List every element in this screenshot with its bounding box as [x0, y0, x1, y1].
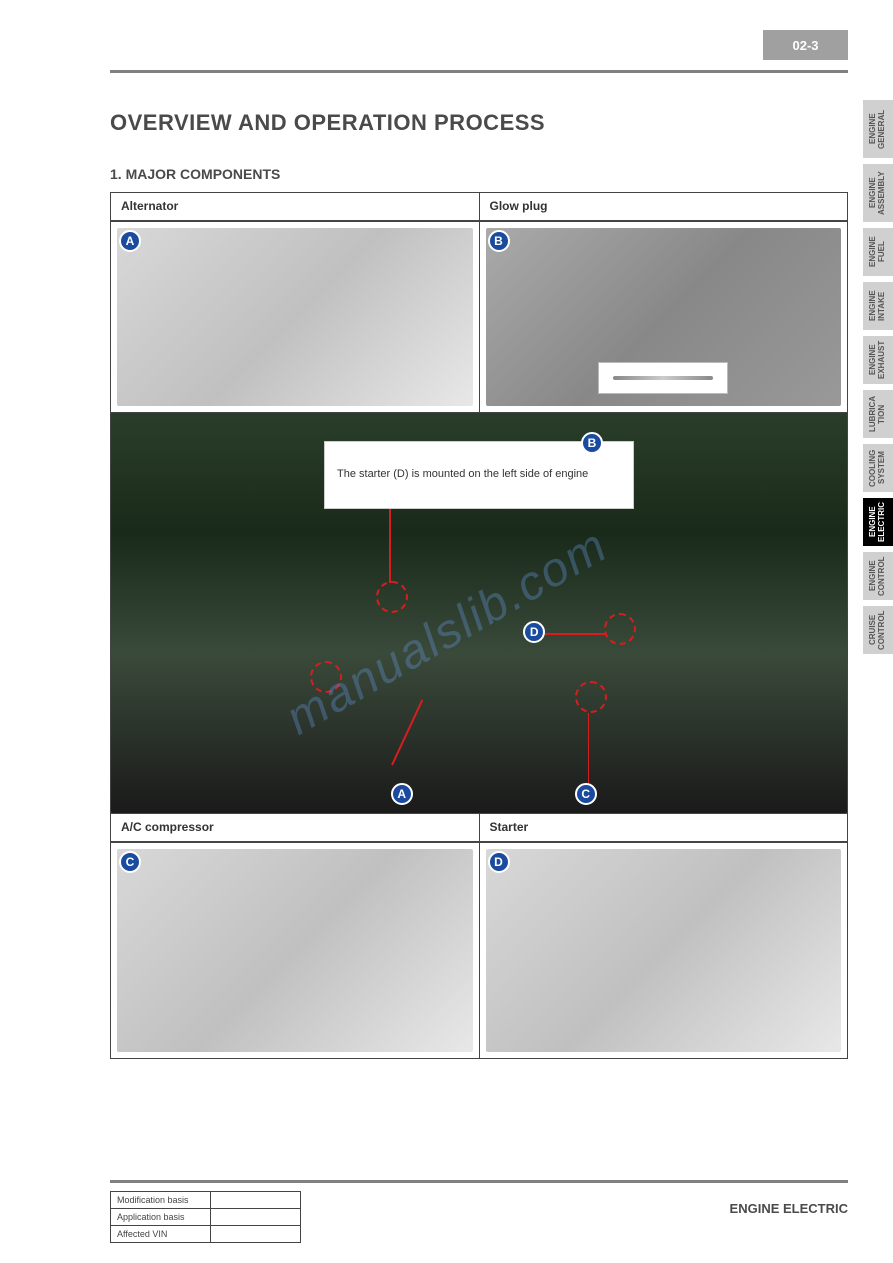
- title-section: OVERVIEW AND OPERATION PROCESS 1. MAJOR …: [110, 110, 848, 182]
- tab-cruise-control[interactable]: CRUISE CONTROL: [863, 606, 893, 654]
- tab-cooling-system[interactable]: COOLING SYSTEM: [863, 444, 893, 492]
- footer-rule: [110, 1180, 848, 1183]
- page-number: 02-3: [763, 30, 848, 60]
- glowplug-icon: [613, 376, 713, 380]
- footer-value: [211, 1226, 301, 1243]
- callout-text: The starter (D) is mounted on the left s…: [337, 467, 588, 482]
- badge-a-icon: A: [119, 230, 141, 252]
- component-diagram-table: Alternator Glow plug A B: [110, 192, 848, 1059]
- page-title: OVERVIEW AND OPERATION PROCESS: [110, 110, 848, 136]
- marker-circle-b: [376, 581, 408, 613]
- marker-circle-c: [575, 681, 607, 713]
- section-label: MAJOR COMPONENTS: [126, 166, 281, 182]
- marker-line-c: [588, 713, 590, 791]
- engine-bay-image: B The starter (D) is mounted on the left…: [111, 413, 847, 813]
- badge-b-icon: B: [488, 230, 510, 252]
- compressor-image: [117, 849, 473, 1052]
- tab-engine-control[interactable]: ENGINE CONTROL: [863, 552, 893, 600]
- alternator-image: [117, 228, 473, 406]
- tab-lubrication[interactable]: LUBRICA TION: [863, 390, 893, 438]
- footer-info-table: Modification basis Application basis Aff…: [110, 1191, 301, 1243]
- tab-engine-fuel[interactable]: ENGINE FUEL: [863, 228, 893, 276]
- table-row: Affected VIN: [111, 1226, 301, 1243]
- cell-header-a: Alternator: [111, 193, 479, 221]
- cell-header-d: Starter: [480, 814, 848, 842]
- tab-engine-exhaust[interactable]: ENGINE EXHAUST: [863, 336, 893, 384]
- section-number: 1.: [110, 166, 122, 182]
- tab-engine-assembly[interactable]: ENGINE ASSEMBLY: [863, 164, 893, 222]
- engine-badge-c-icon: C: [575, 783, 597, 805]
- tab-engine-intake[interactable]: ENGINE INTAKE: [863, 282, 893, 330]
- badge-d-icon: D: [488, 851, 510, 873]
- table-row: Application basis: [111, 1209, 301, 1226]
- tab-engine-general[interactable]: ENGINE GENERAL: [863, 100, 893, 158]
- cell-header-b: Glow plug: [480, 193, 848, 221]
- marker-line-b: [389, 509, 391, 583]
- callout-badge-icon: B: [581, 432, 603, 454]
- marker-circle-d: [604, 613, 636, 645]
- page-header: 02-3: [110, 30, 848, 85]
- marker-circle-a: [310, 661, 342, 693]
- engine-badge-d-icon: D: [523, 621, 545, 643]
- alternator-image-cell: A: [111, 222, 479, 412]
- footer-section-title: ENGINE ELECTRIC: [730, 1191, 848, 1216]
- section-title: 1. MAJOR COMPONENTS: [110, 166, 848, 182]
- footer-label: Modification basis: [111, 1192, 211, 1209]
- engine-badge-a-icon: A: [391, 783, 413, 805]
- callout-box: B The starter (D) is mounted on the left…: [324, 441, 634, 509]
- glowplug-image: [486, 228, 842, 406]
- marker-line-d: [545, 633, 605, 635]
- manual-page: 02-3 OVERVIEW AND OPERATION PROCESS 1. M…: [0, 0, 893, 1263]
- tab-engine-electric[interactable]: ENGINE ELECTRIC: [863, 498, 893, 546]
- starter-image: [486, 849, 842, 1052]
- header-rule: [110, 70, 848, 73]
- starter-image-cell: D: [480, 843, 848, 1058]
- compressor-image-cell: C: [111, 843, 479, 1058]
- footer-label: Affected VIN: [111, 1226, 211, 1243]
- glowplug-image-cell: B: [480, 222, 848, 412]
- page-footer: Modification basis Application basis Aff…: [110, 1180, 848, 1243]
- footer-value: [211, 1192, 301, 1209]
- footer-value: [211, 1209, 301, 1226]
- glowplug-inset: [598, 362, 728, 394]
- table-row: Modification basis: [111, 1192, 301, 1209]
- badge-c-icon: C: [119, 851, 141, 873]
- side-tab-nav: ENGINE GENERAL ENGINE ASSEMBLY ENGINE FU…: [863, 100, 893, 654]
- cell-header-c: A/C compressor: [111, 814, 479, 842]
- footer-label: Application basis: [111, 1209, 211, 1226]
